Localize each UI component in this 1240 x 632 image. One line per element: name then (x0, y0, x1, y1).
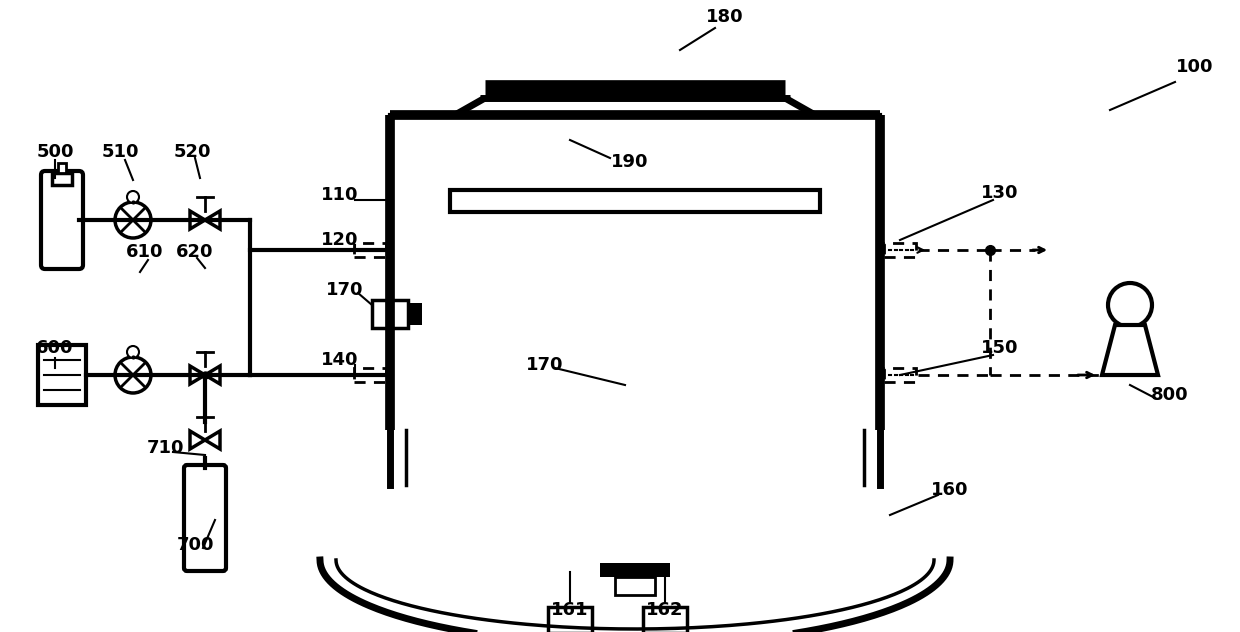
Text: 160: 160 (931, 481, 968, 499)
Text: 162: 162 (646, 601, 683, 619)
Polygon shape (205, 211, 219, 229)
Bar (353, 243, 386, 257)
Text: 620: 620 (176, 243, 213, 261)
Circle shape (1109, 283, 1152, 327)
Text: 140: 140 (321, 351, 358, 369)
Text: 170: 170 (526, 356, 564, 374)
Text: 120: 120 (321, 231, 358, 249)
Bar (52, 173, 72, 185)
Text: 100: 100 (1177, 58, 1214, 76)
Text: 190: 190 (611, 153, 649, 171)
Polygon shape (190, 431, 205, 449)
Text: 170: 170 (326, 281, 363, 299)
Text: 710: 710 (146, 439, 184, 457)
Bar (884, 368, 916, 382)
Text: 161: 161 (552, 601, 589, 619)
Bar (884, 243, 916, 257)
Bar (450, 190, 820, 212)
Text: 700: 700 (176, 536, 213, 554)
Circle shape (115, 202, 151, 238)
Bar (600, 563, 670, 577)
Text: 610: 610 (126, 243, 164, 261)
Bar (58, 163, 66, 173)
Bar (644, 607, 687, 632)
Polygon shape (1102, 325, 1158, 375)
Polygon shape (190, 366, 205, 384)
Bar (353, 368, 386, 382)
Circle shape (115, 357, 151, 393)
FancyBboxPatch shape (184, 465, 226, 571)
Polygon shape (190, 211, 205, 229)
Text: 520: 520 (174, 143, 211, 161)
Bar (38, 345, 86, 405)
Circle shape (126, 191, 139, 203)
Text: 110: 110 (321, 186, 358, 204)
FancyBboxPatch shape (41, 171, 83, 269)
Bar (615, 577, 655, 595)
Text: 130: 130 (981, 184, 1019, 202)
Polygon shape (205, 431, 219, 449)
Bar (372, 300, 408, 327)
Text: 500: 500 (36, 143, 73, 161)
Text: 600: 600 (36, 339, 73, 357)
Bar (408, 303, 422, 324)
Circle shape (126, 346, 139, 358)
Polygon shape (205, 366, 219, 384)
Text: 180: 180 (707, 8, 744, 26)
Text: 150: 150 (981, 339, 1019, 357)
Text: 800: 800 (1151, 386, 1189, 404)
Text: 510: 510 (102, 143, 139, 161)
Bar (548, 607, 591, 632)
